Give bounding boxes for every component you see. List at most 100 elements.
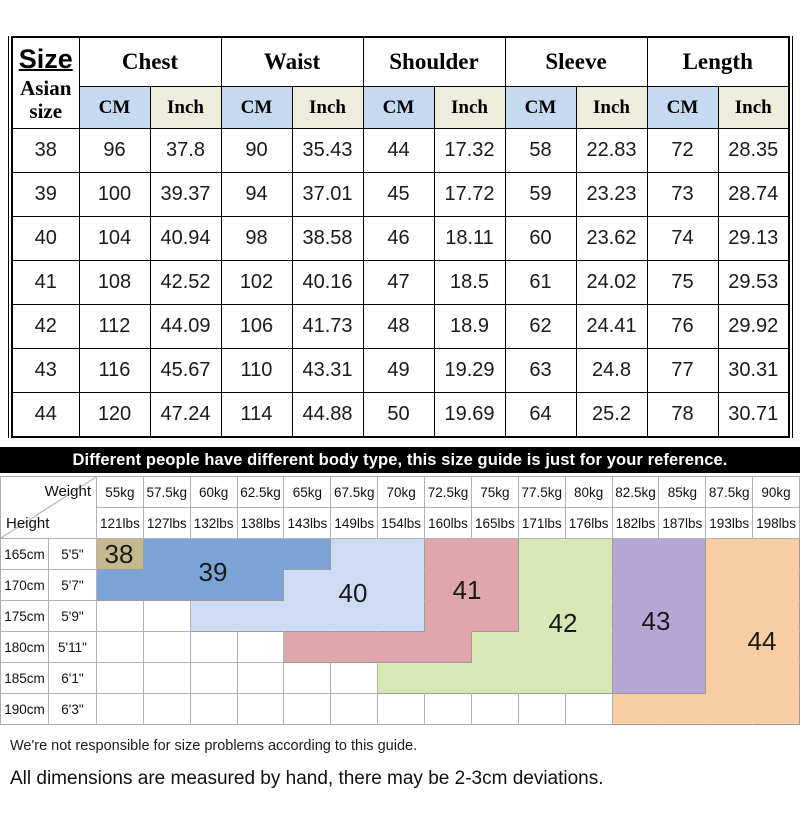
fit-cell [97, 570, 144, 601]
measurement-value: 30.71 [717, 392, 790, 438]
unit-inch-header: Inch [149, 86, 222, 129]
weight-lbs-cell: 143lbs [284, 508, 332, 539]
column-header: Sleeve [504, 36, 648, 87]
size-value: 40 [11, 216, 80, 261]
fit-cell [706, 663, 754, 694]
weight-lbs-cell: 160lbs [425, 508, 472, 539]
height-ft-cell: 6'1" [49, 663, 97, 694]
fit-cell [378, 663, 426, 694]
fit-cell [471, 694, 519, 725]
measurement-value: 29.13 [717, 216, 790, 261]
height-cm-cell: 170cm [1, 570, 49, 601]
size-region-label: 38 [104, 539, 134, 569]
fit-chart: Weight Height 55kg 57.5kg 60kg 62.5kg 65kg 67… [0, 476, 800, 725]
fit-cell [659, 601, 707, 632]
fit-cell [331, 694, 379, 725]
fit-cell [378, 539, 426, 570]
measurement-value: 102 [220, 260, 293, 305]
measurement-value: 116 [78, 348, 151, 393]
measurement-value: 17.72 [433, 172, 506, 217]
measurement-value: 108 [78, 260, 151, 305]
fit-cell [565, 570, 613, 601]
measurement-value: 18.9 [433, 304, 506, 349]
measurement-value: 23.23 [575, 172, 648, 217]
reference-banner-text: Different people have different body typ… [72, 450, 728, 469]
fit-cell [425, 601, 472, 632]
weight-kg-cell: 70kg [378, 477, 426, 508]
weight-lbs-cell: 149lbs [331, 508, 379, 539]
measurement-value: 64 [504, 392, 577, 438]
weight-lbs-cell: 121lbs [97, 508, 144, 539]
fit-cell [284, 632, 332, 663]
weight-kg-cell: 75kg [471, 477, 519, 508]
measurement-value: 22.83 [575, 128, 648, 173]
weight-kg-cell: 67.5kg [331, 477, 379, 508]
size-row: 43 116 45.67 110 43.31 49 19.29 63 24.8 77 30.31 [11, 348, 790, 393]
unit-cm-header: CM [220, 86, 293, 129]
fit-cell [331, 663, 379, 694]
measurement-value: 112 [78, 304, 151, 349]
fit-cell [518, 601, 566, 632]
size-value: 41 [11, 260, 80, 305]
fit-cell [518, 663, 566, 694]
size-region-label: 39 [198, 557, 228, 587]
column-header: Waist [220, 36, 364, 87]
measurement-value: 40.94 [149, 216, 222, 261]
fit-cell [612, 601, 660, 632]
measurement-value: 35.43 [291, 128, 364, 173]
fit-cell [143, 632, 191, 663]
measurement-value: 100 [78, 172, 151, 217]
fit-cell [237, 694, 285, 725]
measurement-value: 60 [504, 216, 577, 261]
measurement-value: 29.92 [717, 304, 790, 349]
fit-cell [706, 539, 754, 570]
fit-cell [706, 632, 754, 663]
measurement-value: 19.69 [433, 392, 506, 438]
fit-cell [143, 663, 191, 694]
size-row: 41 108 42.52 102 40.16 47 18.5 61 24.02 75 29.53 [11, 260, 790, 305]
measurement-value: 43.31 [291, 348, 364, 393]
weight-kg-cell: 72.5kg [425, 477, 472, 508]
measurement-value: 47.24 [149, 392, 222, 438]
weight-lbs-cell: 182lbs [612, 508, 660, 539]
fit-cell [97, 663, 144, 694]
fit-cell [425, 632, 472, 663]
size-value: 42 [11, 304, 80, 349]
measurement-value: 40.16 [291, 260, 364, 305]
fit-cell [518, 694, 566, 725]
measurement-value: 63 [504, 348, 577, 393]
deviation-note-text: All dimensions are measured by hand, the… [10, 768, 604, 789]
weight-kg-cell: 90kg [753, 477, 800, 508]
measurement-value: 28.74 [717, 172, 790, 217]
height-ft-cell: 6'3" [49, 694, 97, 725]
reference-banner: Different people have different body typ… [0, 447, 800, 473]
weight-lbs-cell: 154lbs [378, 508, 426, 539]
weight-axis-label: Weight [44, 483, 91, 500]
weight-lbs-cell: 127lbs [143, 508, 191, 539]
unit-cm-header: CM [78, 86, 151, 129]
size-value: 43 [11, 348, 80, 393]
fit-cell [612, 632, 660, 663]
size-row: 38 96 37.8 90 35.43 44 17.32 58 22.83 72 28.35 [11, 128, 790, 173]
column-header: Shoulder [362, 36, 506, 87]
fit-cell [425, 570, 472, 601]
measurement-value: 96 [78, 128, 151, 173]
fit-cell [97, 632, 144, 663]
unit-cm-header: CM [646, 86, 719, 129]
fit-cell [471, 663, 519, 694]
fit-cell [753, 539, 800, 570]
measurement-value: 77 [646, 348, 719, 393]
size-row: 40 104 40.94 98 38.58 46 18.11 60 23.62 74 29.13 [11, 216, 790, 261]
measurement-value: 49 [362, 348, 435, 393]
height-cm-cell: 190cm [1, 694, 49, 725]
fit-cell [237, 601, 285, 632]
fit-cell [237, 570, 285, 601]
measurement-value: 73 [646, 172, 719, 217]
size-value: 39 [11, 172, 80, 217]
fit-cell [331, 601, 379, 632]
height-ft-cell: 5'5" [49, 539, 97, 570]
measurement-value: 106 [220, 304, 293, 349]
fit-cell [143, 601, 191, 632]
measurement-value: 18.11 [433, 216, 506, 261]
weight-lbs-cell: 171lbs [518, 508, 566, 539]
